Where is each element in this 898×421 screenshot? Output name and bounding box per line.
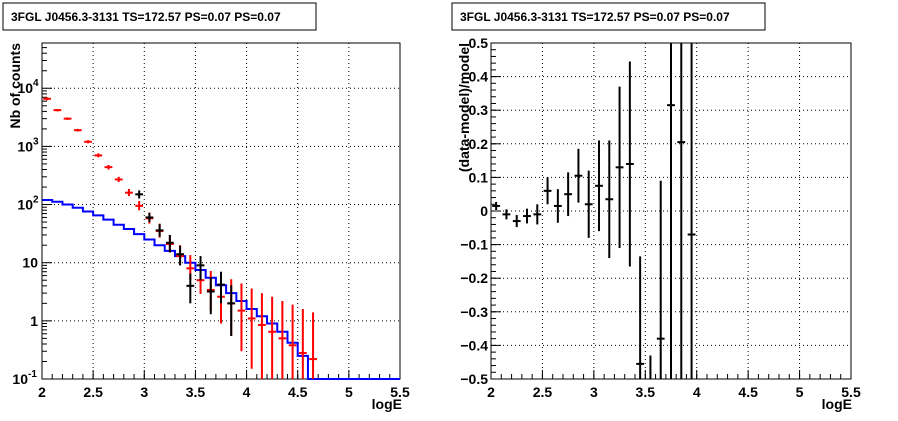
residuals-x-tick-label: 3	[590, 384, 598, 400]
residuals-y-tick-label: −0.5	[460, 371, 488, 387]
residuals-y-axis-label: (data-model)/model	[456, 43, 472, 172]
residuals-x-tick-label: 4	[693, 384, 701, 400]
counts-title: 3FGL J0456.3-3131 TS=172.57 PS=0.07 PS=0…	[11, 10, 281, 24]
counts-x-tick-label: 5.5	[390, 384, 410, 400]
residuals-x-tick-label: 5	[796, 384, 804, 400]
counts-x-tick-label: 3.5	[186, 384, 206, 400]
residuals-y-tick-label: 0.4	[469, 69, 489, 85]
counts-x-tick-label: 2	[38, 384, 46, 400]
counts-series	[42, 97, 400, 380]
residuals-y-tick-label: −0.1	[460, 237, 488, 253]
counts-y-tick-exponent: -1	[28, 369, 37, 380]
counts-grid	[42, 43, 400, 379]
counts-title-box	[2, 2, 317, 31]
residuals-ticks: 2 2.5 3 3.5 4 4.5 5 5.5 −0.5 −0.4 −0.3 −0.2 −0.1 0 0.1…	[460, 35, 861, 400]
counts-y-tick-label: 10	[17, 138, 33, 154]
residuals-x-tick-label: 2	[487, 384, 495, 400]
residuals-title: 3FGL J0456.3-3131 TS=172.57 PS=0.07 PS=0…	[460, 10, 730, 24]
counts-x-tick-label: 4	[243, 384, 251, 400]
residuals-x-tick-label: 3.5	[636, 384, 656, 400]
residuals-x-tick-label: 4.5	[738, 384, 758, 400]
counts-y-tick-label: 1	[30, 313, 38, 329]
residuals-title-box	[451, 2, 766, 31]
counts-y-tick-label: 10	[12, 371, 28, 387]
residuals-y-tick-label: −0.4	[460, 337, 488, 353]
residuals-y-tick-label: −0.2	[460, 270, 488, 286]
counts-y-tick-exponent: 2	[33, 195, 39, 206]
residuals-y-tick-label: 0	[480, 203, 488, 219]
counts-x-tick-label: 2.5	[83, 384, 103, 400]
counts-x-axis-label: logE	[372, 396, 402, 412]
counts-y-tick-label: 10	[17, 197, 33, 213]
counts-y-tick-exponent: 3	[33, 136, 39, 147]
residuals-x-tick-label: 2.5	[533, 384, 553, 400]
residuals-x-axis-label: logE	[822, 396, 852, 412]
residuals-series	[492, 43, 696, 379]
residuals-y-tick-label: 0.2	[469, 136, 489, 152]
counts-y-tick-label: 10	[22, 255, 38, 271]
counts-y-tick-exponent: 4	[33, 78, 39, 89]
residuals-y-tick-label: 0.1	[469, 169, 489, 185]
residuals-y-tick-label: 0.5	[469, 35, 489, 51]
residuals-y-tick-label: 0.3	[469, 102, 489, 118]
counts-panel: 3FGL J0456.3-3131 TS=172.57 PS=0.07 PS=0…	[2, 2, 410, 412]
counts-y-axis-label: Nb of counts	[7, 43, 23, 129]
residuals-panel: 3FGL J0456.3-3131 TS=172.57 PS=0.07 PS=0…	[451, 2, 861, 412]
counts-x-tick-label: 5	[345, 384, 353, 400]
counts-plot-frame	[41, 42, 401, 380]
counts-y-tick-label: 10	[17, 80, 33, 96]
residuals-x-tick-label: 5.5	[841, 384, 861, 400]
residuals-y-tick-label: −0.3	[460, 304, 488, 320]
counts-x-tick-label: 4.5	[288, 384, 308, 400]
counts-x-tick-label: 3	[140, 384, 148, 400]
